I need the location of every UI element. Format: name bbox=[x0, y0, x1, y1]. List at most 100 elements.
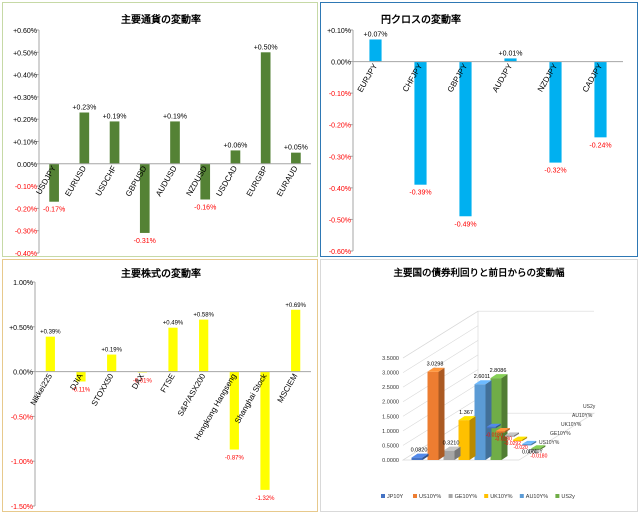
c2-data-label: -0.87% bbox=[225, 456, 245, 462]
c1-data-label: -0.49% bbox=[454, 221, 476, 228]
c3-legend-label: AU10Y% bbox=[526, 494, 548, 500]
c3-bar-side bbox=[454, 446, 461, 460]
c3-gridline bbox=[402, 340, 479, 388]
c2-category-label: Nikkei225 bbox=[29, 372, 55, 407]
c3-bar-front bbox=[411, 457, 423, 460]
c0-data-label: +0.19% bbox=[103, 113, 127, 120]
c1-bar bbox=[459, 61, 472, 217]
currency-change-chart: 主要通貨の変動率 +0.60% +0.50% +0.40% +0.30% +0.20% +0… bbox=[13, 13, 311, 256]
c3-bar-side bbox=[495, 423, 501, 429]
c0-y-tick-label: 0.00% bbox=[17, 162, 37, 169]
c3-gridline bbox=[402, 325, 479, 373]
c2-bar bbox=[291, 309, 301, 372]
c1-bar bbox=[594, 61, 607, 138]
c2-bar bbox=[260, 371, 270, 490]
c1-data-label: -0.39% bbox=[409, 190, 431, 197]
c3-value-label: 3.0298 bbox=[427, 362, 444, 368]
c3-legend-swatch bbox=[555, 494, 560, 498]
c0-data-label: +0.23% bbox=[72, 105, 96, 112]
c1-y-tick-label: -0.20% bbox=[329, 123, 351, 130]
c0-bar bbox=[260, 52, 271, 164]
c2-category-label: STOXX50 bbox=[90, 372, 116, 408]
c3-gridline bbox=[402, 310, 479, 359]
c2-category-label: S&P/ASX200 bbox=[176, 372, 208, 418]
c0-y-tick-label: +0.40% bbox=[13, 73, 37, 80]
c0-data-label: -0.16% bbox=[194, 204, 216, 211]
c3-change-label: -0.0292 bbox=[504, 441, 521, 447]
c0-y-tick-label: +0.60% bbox=[13, 28, 37, 35]
c2-bar bbox=[107, 354, 117, 372]
c3-bar-front bbox=[522, 443, 532, 446]
c1-category-label: AUDJPY bbox=[491, 61, 515, 93]
bond-yield-chart-panel: 主要国の債券利回りと前日からの変動幅 0.0000 0.5000 1.0000 1.50… bbox=[320, 259, 638, 512]
c3-bar-top bbox=[531, 445, 546, 449]
c3-legend-swatch bbox=[519, 494, 524, 498]
c2-data-label: +0.39% bbox=[40, 330, 61, 336]
c3-bar-front bbox=[443, 450, 455, 460]
c0-bar bbox=[139, 163, 150, 233]
c3-value-label: 2.6011 bbox=[474, 374, 490, 380]
currency-change-chart-panel: 主要通貨の変動率 +0.60% +0.50% +0.40% +0.30% +0.20% +0… bbox=[2, 2, 318, 257]
c3-legend-label: US2y bbox=[561, 494, 575, 500]
c3-bar-top bbox=[495, 428, 510, 432]
c2-data-label: +0.49% bbox=[163, 321, 184, 327]
c3-depth-label: AU10Y% bbox=[572, 413, 593, 419]
c3-bar-side bbox=[501, 374, 508, 460]
c3-depth-label: GE10Y% bbox=[550, 431, 571, 437]
c1-y-tick-label: -0.40% bbox=[329, 186, 351, 193]
c3-bar-top bbox=[505, 432, 519, 436]
c2-y-tick-label: -1.50% bbox=[11, 504, 33, 511]
c1-data-label: +0.07% bbox=[364, 31, 388, 38]
c1-y-tick-label: -0.10% bbox=[329, 91, 351, 98]
c3-legend-label: US10Y% bbox=[419, 494, 441, 500]
yen-cross-chart-panel: 円クロスの変動率 +0.10% 0.00% -0.10% -0.20% -0.30% -0.… bbox=[320, 2, 638, 257]
c1-data-label: +0.01% bbox=[499, 50, 523, 57]
c3-y-tick-label: 3.5000 bbox=[382, 356, 399, 362]
c3-bar-side bbox=[438, 367, 445, 460]
c1-bar bbox=[414, 61, 427, 185]
c2-category-label: MSCIEM bbox=[276, 372, 300, 405]
c3-bar-top bbox=[490, 374, 508, 379]
c2-bar bbox=[199, 319, 209, 372]
c3-change-label: -0.0180 bbox=[486, 432, 503, 438]
c3-legend-label: UK10Y% bbox=[490, 494, 512, 500]
c3-y-tick-label: 0.5000 bbox=[382, 443, 399, 449]
c0-category-label: USDCHF bbox=[94, 164, 119, 197]
c3-bar-top bbox=[486, 423, 501, 427]
c0-bar bbox=[49, 163, 59, 202]
c3-bar-top bbox=[458, 416, 476, 421]
c0-bar bbox=[170, 121, 180, 164]
c1-bar bbox=[504, 58, 517, 62]
c3-bar-front bbox=[486, 426, 496, 429]
c2-data-label: +0.58% bbox=[193, 313, 214, 319]
c0-category-label: AUDUSD bbox=[154, 164, 179, 198]
c3-change-label: -0.0180 bbox=[530, 454, 547, 460]
c3-bar-front bbox=[474, 384, 486, 460]
c1-bar bbox=[369, 39, 382, 62]
c3-bar-side bbox=[422, 453, 429, 460]
c0-data-label: -0.31% bbox=[134, 238, 156, 245]
c3-bar-top bbox=[522, 440, 537, 444]
c3-y-tick-label: 2.0000 bbox=[382, 400, 399, 406]
c3-change-label: 0.0000 bbox=[522, 449, 538, 455]
c1-y-tick-label: +0.10% bbox=[327, 28, 351, 35]
c3-bar-front bbox=[495, 431, 505, 433]
c2-bar bbox=[168, 327, 178, 372]
c3-legend-label: GE10Y% bbox=[455, 494, 478, 500]
c2-bar bbox=[76, 371, 86, 382]
stock-index-chart: 主要株式の変動率 1.00% +0.50% 0.00% -0.50% -1.00% -1.5… bbox=[9, 267, 311, 511]
c3-bar-front bbox=[505, 435, 514, 437]
c3-bar-top bbox=[427, 367, 445, 372]
c3-depth-label: UK10Y% bbox=[561, 422, 582, 428]
c3-chart-title: 主要国の債券利回りと前日からの変動幅 bbox=[393, 267, 565, 279]
bond-yield-chart: 主要国の債券利回りと前日からの変動幅 0.0000 0.5000 1.0000 1.50… bbox=[381, 267, 596, 500]
c2-data-label: -0.01% bbox=[133, 378, 153, 384]
c3-bar-top bbox=[411, 453, 429, 458]
c0-category-label: EURAUD bbox=[275, 164, 300, 198]
c2-data-label: -1.32% bbox=[255, 496, 275, 502]
c0-data-label: +0.50% bbox=[254, 44, 278, 51]
c2-data-label: +0.19% bbox=[101, 348, 122, 354]
c1-bar bbox=[549, 61, 562, 163]
c3-y-tick-label: 0.0000 bbox=[382, 458, 399, 464]
c0-y-tick-label: +0.50% bbox=[13, 50, 37, 57]
